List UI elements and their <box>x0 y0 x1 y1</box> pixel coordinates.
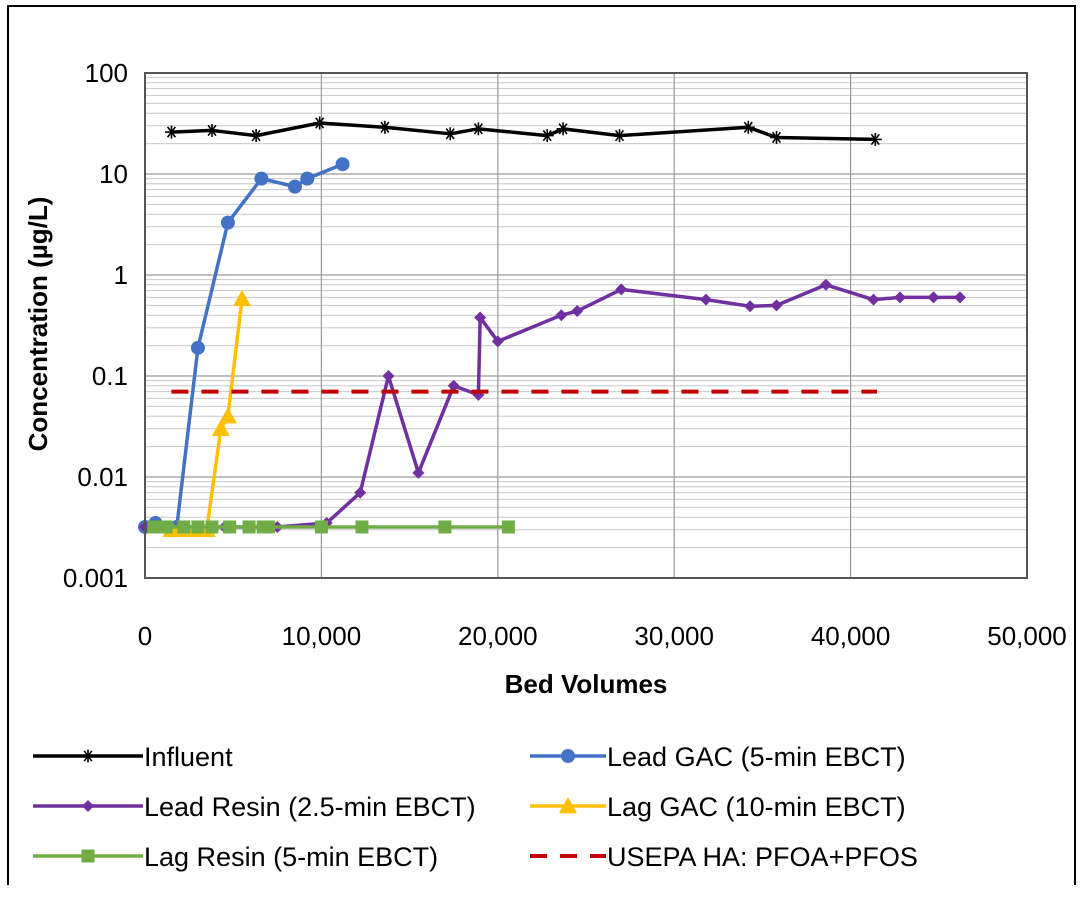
x-tick-label: 20,000 <box>458 621 538 651</box>
y-tick-labels: 0.001 0.01 0.1 1 10 100 <box>63 58 128 593</box>
x-tick-labels: 0 10,000 20,000 30,000 40,000 50,000 <box>138 621 1067 651</box>
legend-label: USEPA HA: PFOA+PFOS <box>607 842 918 872</box>
data-point-square <box>81 849 95 863</box>
data-point-square <box>261 520 275 534</box>
legend-label: Lag Resin (5-min EBCT) <box>144 842 438 872</box>
y-tick-label: 0.01 <box>77 462 128 492</box>
data-point-asterisk <box>81 749 95 763</box>
data-point-diamond <box>571 305 584 318</box>
data-point-diamond <box>867 293 880 306</box>
data-point-asterisk <box>443 127 457 141</box>
data-point-diamond <box>412 466 425 479</box>
legend-item: Lag GAC (10-min EBCT) <box>530 792 906 822</box>
legend-item: Lag Resin (5-min EBCT) <box>33 842 438 872</box>
data-point-asterisk <box>540 129 554 143</box>
data-point-diamond <box>770 299 783 312</box>
legend: Influent Lead GAC (5-min EBCT) Lead Resin … <box>33 742 918 872</box>
legend-label: Lead Resin (2.5-min EBCT) <box>144 792 476 822</box>
y-axis-title: Concentration (µg/L) <box>23 197 53 452</box>
data-point-square <box>177 520 191 534</box>
plot-background <box>145 73 1027 578</box>
data-point-square <box>159 520 173 534</box>
data-point-diamond <box>744 300 757 313</box>
data-point-square <box>242 520 256 534</box>
data-point-diamond <box>953 291 966 304</box>
data-point-square <box>501 520 515 534</box>
plot-border <box>144 72 1028 579</box>
x-tick-label: 0 <box>138 621 152 651</box>
data-point-asterisk <box>205 123 219 137</box>
y-tick-label: 100 <box>85 58 128 88</box>
data-point-square <box>438 520 452 534</box>
plot-area <box>145 73 1027 578</box>
series-0 <box>164 116 882 146</box>
data-point-circle <box>287 179 302 194</box>
x-tick-label: 40,000 <box>811 621 891 651</box>
y-tick-label: 0.1 <box>92 361 128 391</box>
data-point-circle <box>335 157 350 172</box>
data-point-circle <box>220 215 235 230</box>
x-tick-label: 10,000 <box>282 621 362 651</box>
data-point-diamond <box>927 291 940 304</box>
minor-gridlines <box>145 77 1027 549</box>
data-point-circle <box>300 171 315 186</box>
data-point-asterisk <box>613 129 627 143</box>
data-point-circle <box>561 749 575 763</box>
data-point-circle <box>190 340 205 355</box>
data-point-diamond <box>354 486 367 499</box>
data-point-diamond <box>382 370 395 382</box>
plot-border-rect <box>144 72 1028 579</box>
legend-item: Influent <box>33 742 233 772</box>
data-point-asterisk <box>313 116 327 130</box>
data-point-triangle <box>559 797 577 814</box>
legend-item: Lead Resin (2.5-min EBCT) <box>33 792 476 822</box>
data-point-triangle <box>233 289 252 307</box>
data-point-diamond <box>447 379 460 392</box>
legend-label: Lead GAC (5-min EBCT) <box>607 742 906 772</box>
data-point-diamond <box>819 278 832 291</box>
data-point-asterisk <box>556 122 570 136</box>
data-point-square <box>191 520 205 534</box>
y-tick-label: 10 <box>99 159 128 189</box>
data-point-asterisk <box>164 125 178 139</box>
data-point-triangle <box>218 407 237 424</box>
data-point-circle <box>254 171 269 186</box>
data-point-asterisk <box>471 122 485 136</box>
data-point-asterisk <box>249 129 263 143</box>
data-point-square <box>355 520 369 534</box>
legend-label: Lag GAC (10-min EBCT) <box>607 792 906 822</box>
data-point-square <box>205 520 219 534</box>
x-tick-label: 50,000 <box>987 621 1067 651</box>
data-point-square <box>223 520 237 534</box>
y-tick-label: 1 <box>114 260 128 290</box>
data-point-diamond <box>699 293 712 306</box>
data-point-asterisk <box>770 130 784 144</box>
data-point-asterisk <box>741 120 755 134</box>
y-tick-label: 0.001 <box>63 563 128 593</box>
data-point-square <box>314 520 328 534</box>
chart-frame <box>7 5 1076 885</box>
data-point-asterisk <box>378 120 392 134</box>
data-point-asterisk <box>868 132 882 146</box>
x-axis-title: Bed Volumes <box>505 669 668 699</box>
legend-label: Influent <box>144 742 233 772</box>
legend-item: USEPA HA: PFOA+PFOS <box>530 842 918 872</box>
data-point-diamond <box>474 311 487 324</box>
data-point-triangle <box>211 419 230 437</box>
x-tick-label: 30,000 <box>634 621 714 651</box>
data-point-square <box>147 520 161 534</box>
data-point-diamond <box>555 309 568 322</box>
series-4 <box>147 520 515 534</box>
data-point-diamond <box>491 335 504 348</box>
legend-item: Lead GAC (5-min EBCT) <box>530 742 906 772</box>
data-point-diamond <box>893 291 906 304</box>
data-point-diamond <box>615 283 628 296</box>
data-point-diamond <box>82 800 94 812</box>
